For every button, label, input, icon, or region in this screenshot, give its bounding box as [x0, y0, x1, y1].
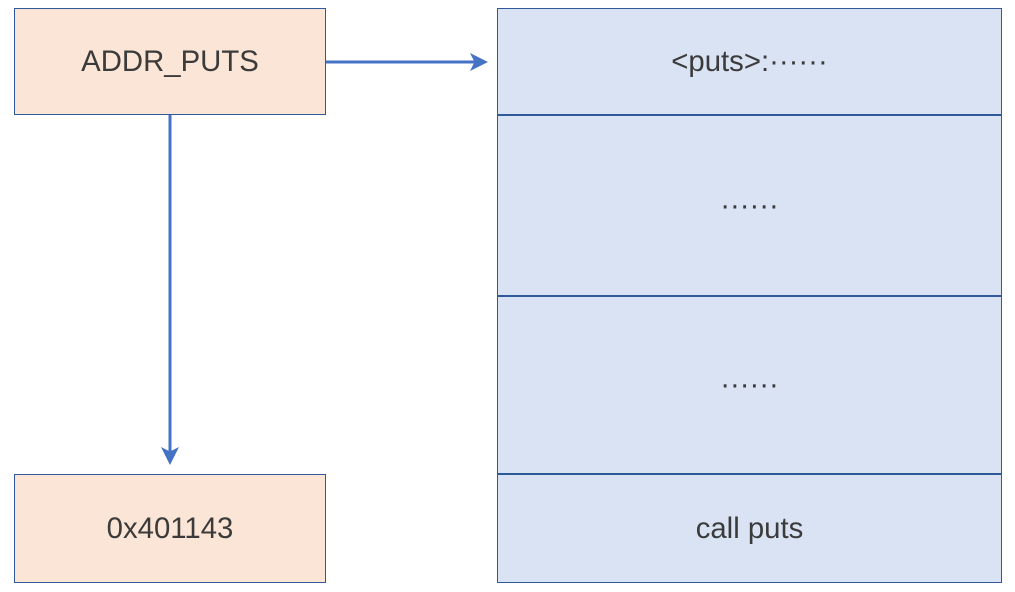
node-puts-entry-label: <puts>:······	[671, 45, 827, 79]
node-ellipsis-1: ······	[497, 115, 1002, 296]
node-addr-puts: ADDR_PUTS	[14, 8, 326, 115]
node-ellipsis-2: ······	[497, 296, 1002, 474]
node-address-value: 0x401143	[14, 474, 326, 583]
node-ellipsis-2-label: ······	[720, 368, 779, 402]
node-call-puts: call puts	[497, 474, 1002, 583]
node-call-puts-label: call puts	[696, 512, 804, 546]
node-ellipsis-1-label: ······	[720, 189, 779, 223]
node-puts-entry: <puts>:······	[497, 8, 1002, 115]
node-addr-puts-label: ADDR_PUTS	[81, 45, 259, 79]
node-address-value-label: 0x401143	[107, 512, 234, 546]
